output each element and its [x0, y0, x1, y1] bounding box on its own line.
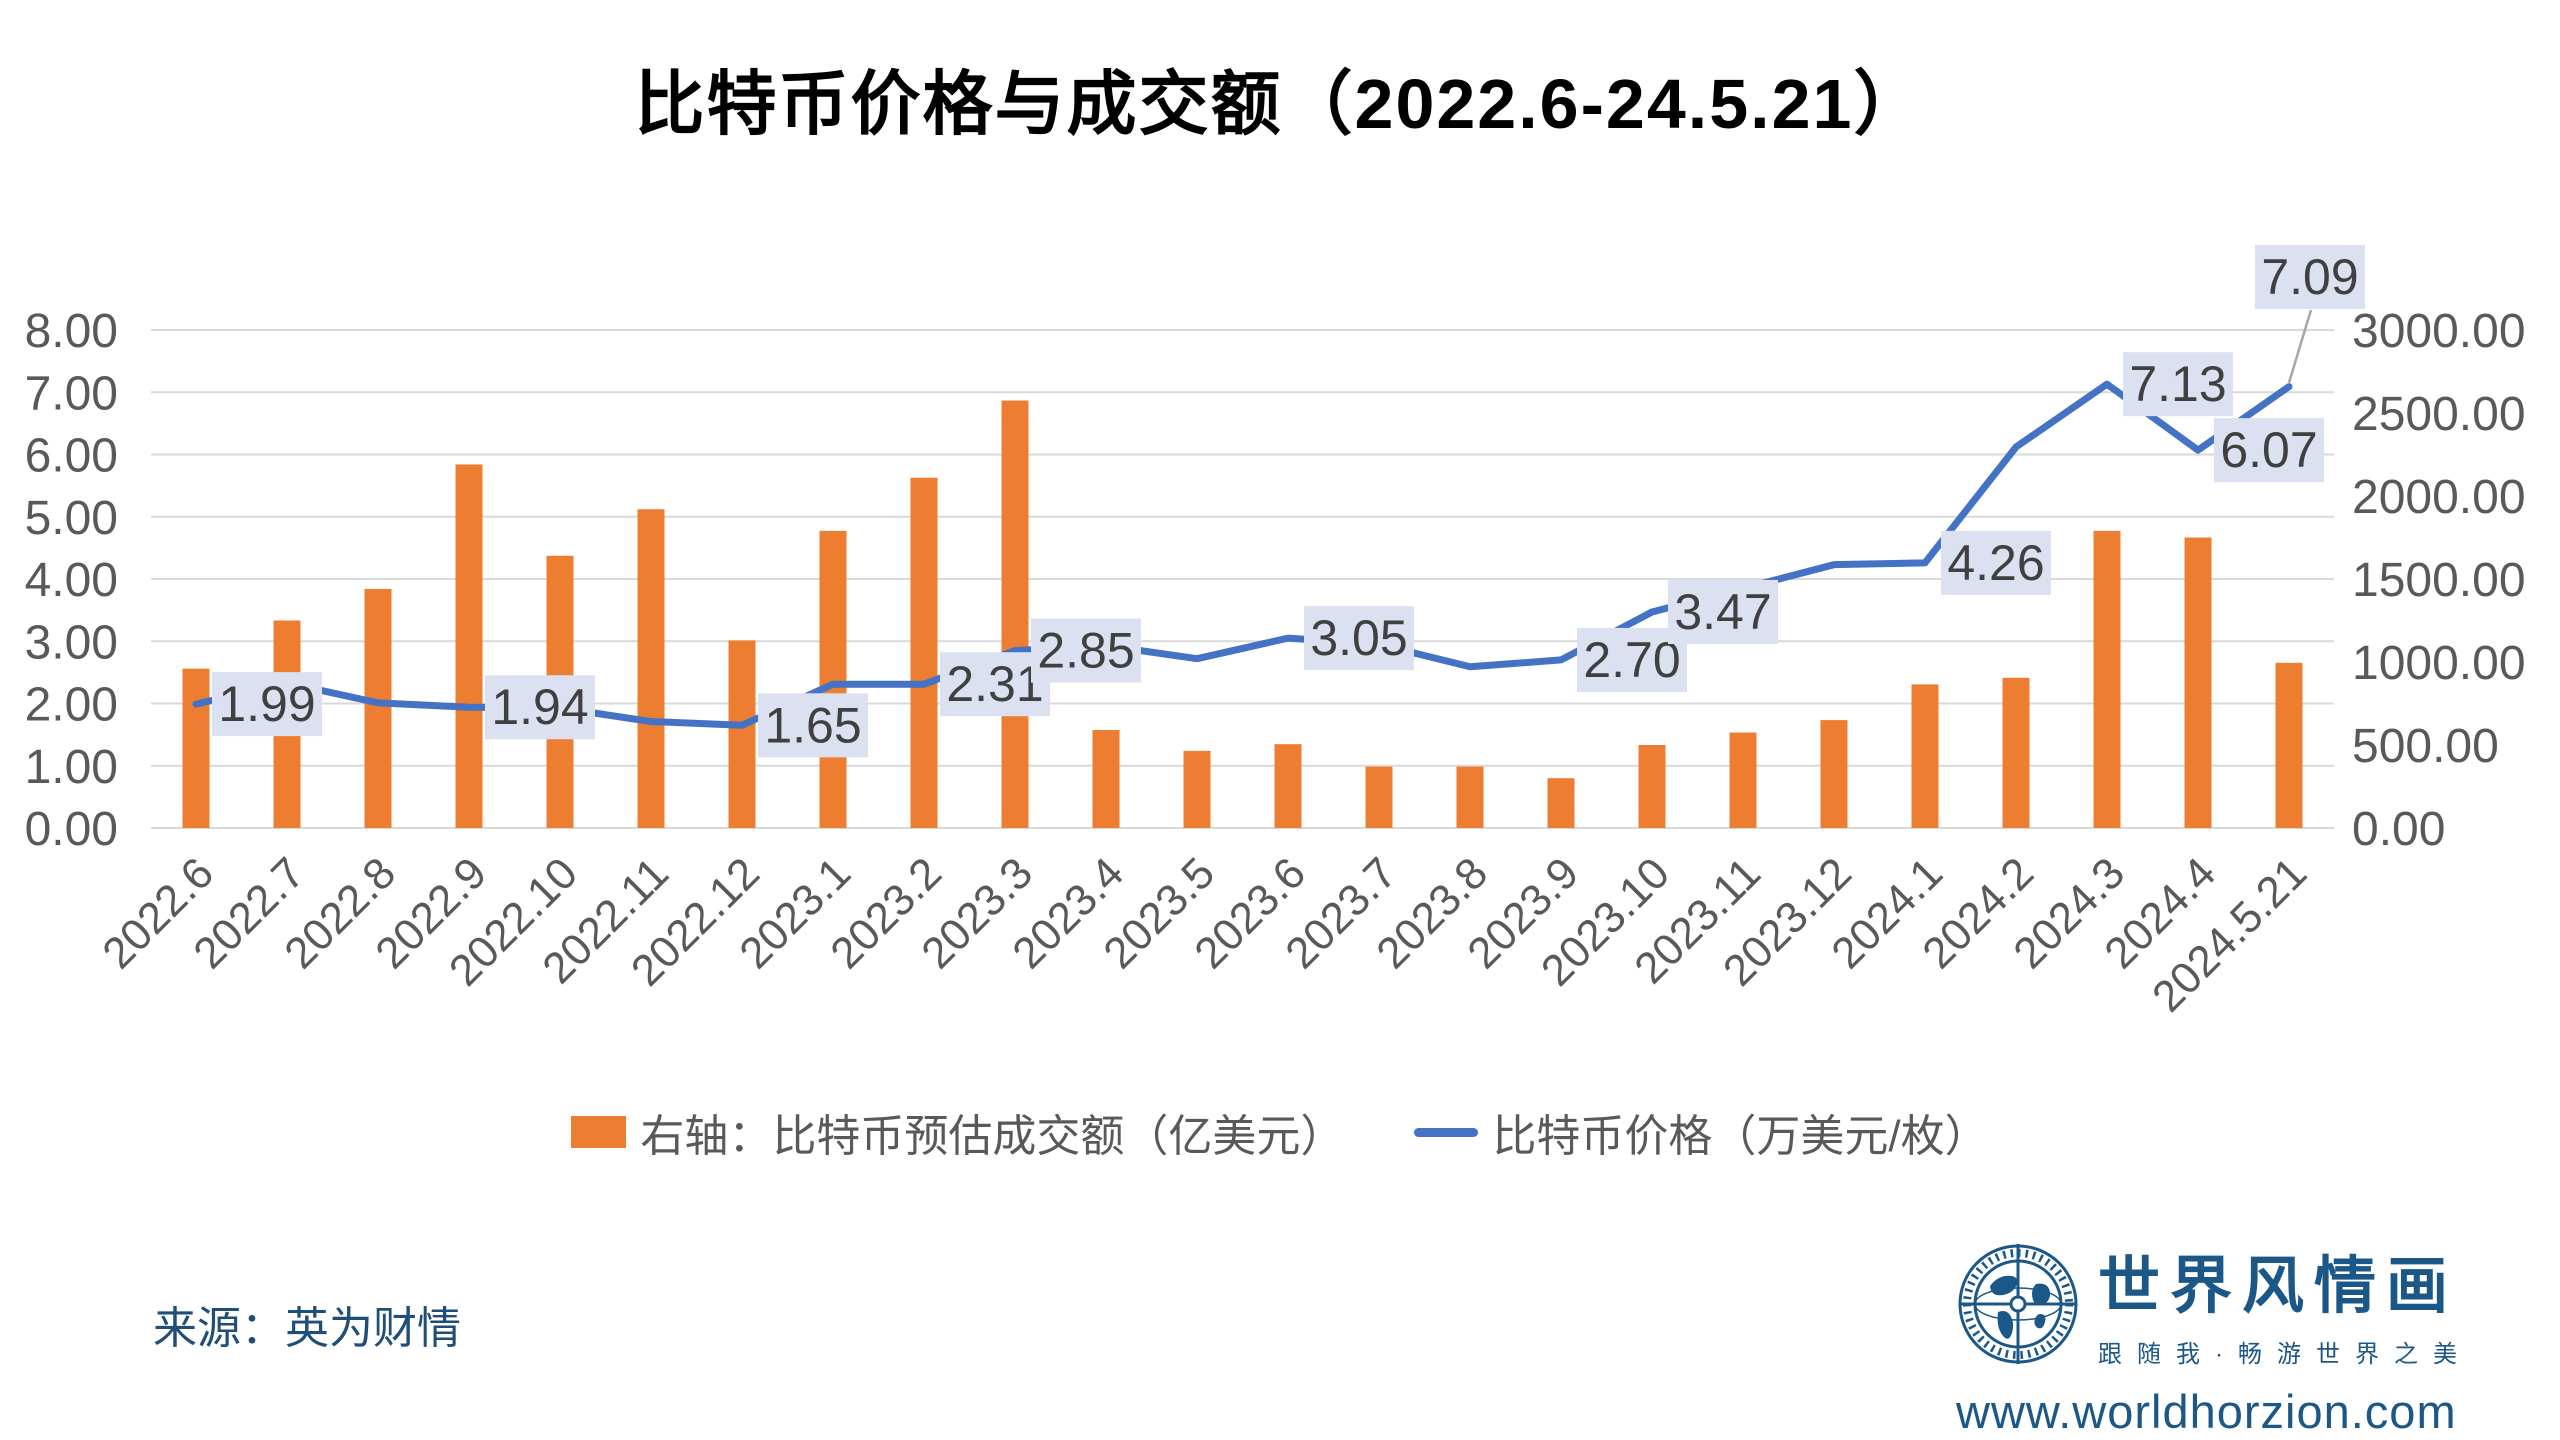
brand-url: www.worldhorzion.com	[1956, 1385, 2457, 1438]
data-label-box	[2255, 245, 2365, 309]
data-label-value: 2.85	[1037, 623, 1134, 679]
right-axis-tick: 500.00	[2352, 720, 2499, 773]
data-label-value: 4.26	[1947, 535, 2044, 591]
data-label-value: 1.65	[764, 697, 861, 753]
bar	[1092, 730, 1120, 828]
data-label-box	[2214, 418, 2324, 483]
data-label-box	[1941, 530, 2051, 595]
bar	[1274, 744, 1302, 828]
right-axis-ticks: 3000.00 2500.00 2000.00 1500.00 1000.00 500.0…	[2352, 305, 2526, 856]
bar	[182, 668, 210, 828]
line-point-labels: 1.99 1.94 1.65 2.312.85 3.05 2.703.47 4.26 7.13…	[212, 245, 2365, 758]
left-axis-tick: 7.00	[25, 367, 118, 420]
bar-series-volume	[182, 400, 2303, 828]
bar	[2275, 662, 2303, 828]
chart-title: 比特币价格与成交额（2022.6-24.5.21）	[634, 65, 1926, 143]
bar	[1729, 732, 1757, 828]
data-label-box	[1304, 606, 1414, 671]
data-label-value: 1.94	[491, 679, 588, 735]
data-label-value: 2.31	[946, 656, 1043, 712]
data-label-box	[1668, 579, 1778, 644]
data-label-box	[212, 672, 322, 737]
data-label-value: 3.05	[1310, 610, 1407, 666]
data-label-box	[1031, 618, 1141, 683]
data-label-box	[2123, 352, 2233, 417]
left-axis-tick: 8.00	[25, 305, 118, 358]
right-axis-tick: 1000.00	[2352, 637, 2526, 690]
legend: 右轴：比特币预估成交额（亿美元） 比特币价格（万美元/枚）	[0, 1100, 2560, 1164]
globe-compass-icon	[1958, 1244, 2078, 1364]
data-label-box	[485, 675, 595, 740]
left-axis-tick: 6.00	[25, 430, 118, 483]
bar	[1183, 750, 1211, 828]
data-label-value: 7.13	[2129, 356, 2226, 412]
legend-label-volume: 右轴：比特币预估成交额（亿美元）	[640, 1112, 1345, 1161]
bar	[2184, 537, 2212, 828]
bar	[637, 509, 665, 828]
bar-series-swatch	[571, 1116, 627, 1148]
legend-label-price: 比特币价格（万美元/枚）	[1492, 1112, 1989, 1161]
left-axis-tick: 0.00	[25, 803, 118, 856]
left-axis-tick: 4.00	[25, 554, 118, 607]
data-label-value: 6.07	[2220, 422, 2317, 478]
bar	[455, 464, 483, 828]
bar	[819, 530, 847, 828]
right-axis-tick: 0.00	[2352, 803, 2445, 856]
bar	[2093, 530, 2121, 828]
bar	[1365, 766, 1393, 828]
brand-block: 世界风情画 跟随我·畅游世界之美 www.worldhorzion.com	[1956, 1242, 2516, 1439]
label-leader-line	[2287, 309, 2313, 384]
bar	[728, 640, 756, 828]
data-label-value: 2.70	[1583, 632, 1680, 688]
bar	[1820, 720, 1848, 828]
left-axis-tick: 1.00	[25, 741, 118, 794]
bar	[364, 588, 392, 828]
bar	[1456, 766, 1484, 828]
left-axis-tick: 5.00	[25, 492, 118, 545]
bar	[1001, 400, 1029, 828]
data-label-box	[758, 693, 868, 758]
bar	[1547, 778, 1575, 828]
left-axis-tick: 2.00	[25, 679, 118, 732]
right-axis-tick: 2500.00	[2352, 388, 2526, 441]
left-axis-tick: 3.00	[25, 616, 118, 669]
right-axis-tick: 3000.00	[2352, 305, 2526, 358]
brand-tagline: 跟随我·畅游世界之美	[2098, 1341, 2472, 1368]
data-source-note: 来源：英为财情	[153, 1304, 461, 1353]
right-axis-tick: 2000.00	[2352, 471, 2526, 524]
brand-name: 世界风情画	[2098, 1252, 2459, 1321]
data-label-value: 3.47	[1674, 584, 1771, 640]
right-axis-tick: 1500.00	[2352, 554, 2526, 607]
line-series-swatch	[1414, 1127, 1479, 1137]
bar	[1911, 684, 1939, 828]
data-label-value: 1.99	[218, 676, 315, 732]
x-axis-labels: 2022.62022.72022.82022.92022.102022.1120…	[93, 848, 2316, 1021]
data-label-value: 7.09	[2261, 249, 2358, 305]
left-axis-ticks: 8.00 7.00 6.00 5.00 4.00 3.00 2.00 1.00 0.00	[25, 305, 118, 856]
bar	[1638, 745, 1666, 828]
bar	[910, 477, 938, 828]
bar	[2002, 677, 2030, 828]
